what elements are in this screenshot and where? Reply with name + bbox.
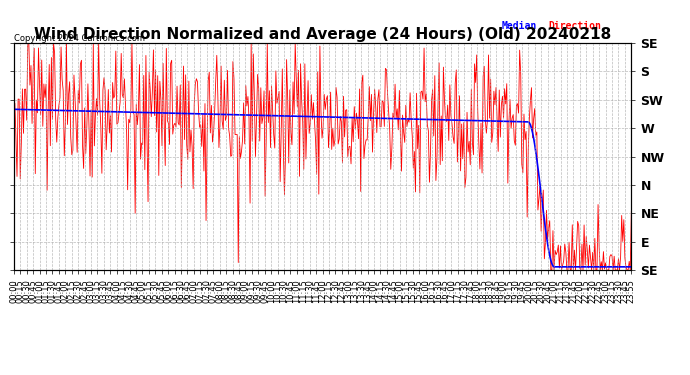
Text: Copyright 2024 Cartronics.com: Copyright 2024 Cartronics.com xyxy=(14,34,145,43)
Text: Direction: Direction xyxy=(548,21,601,31)
Text: Median: Median xyxy=(502,21,537,31)
Title: Wind Direction Normalized and Average (24 Hours) (Old) 20240218: Wind Direction Normalized and Average (2… xyxy=(34,27,611,42)
